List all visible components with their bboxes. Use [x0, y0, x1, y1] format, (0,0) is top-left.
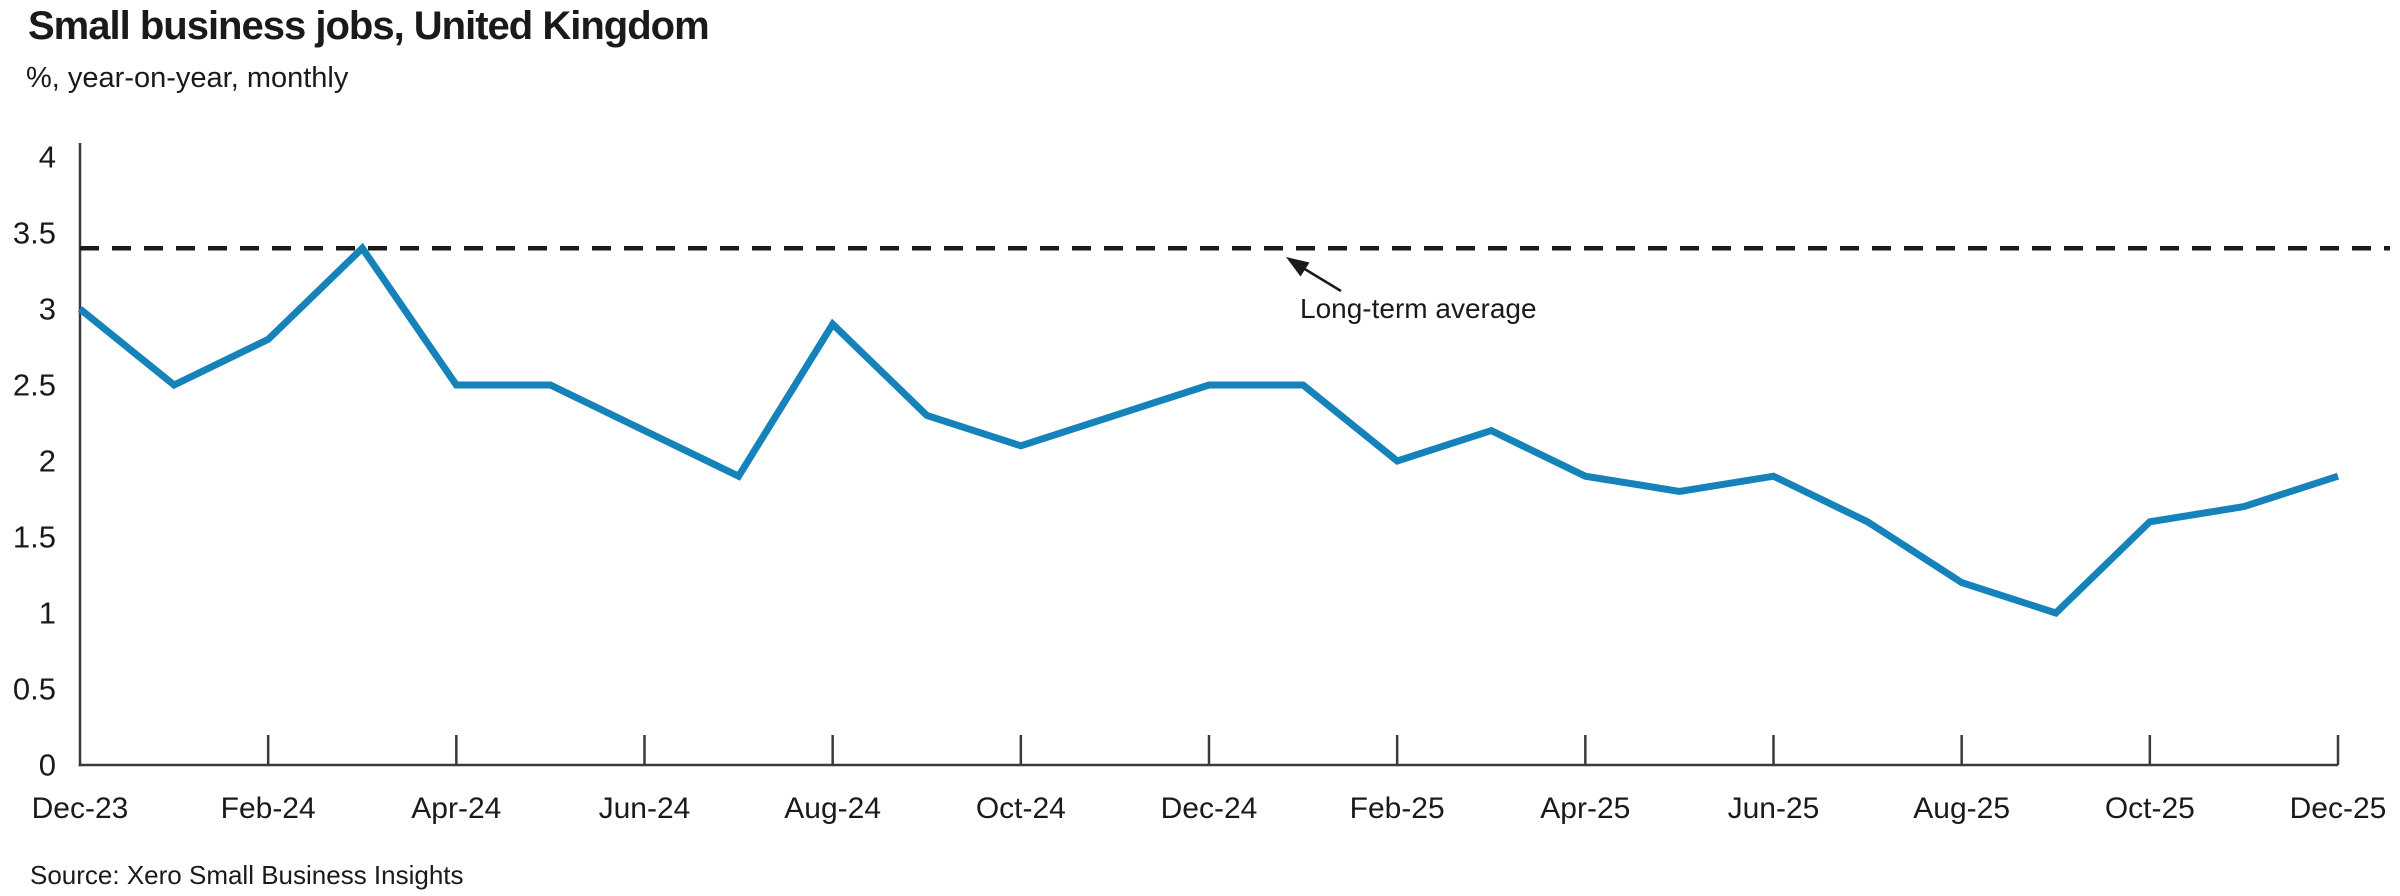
x-tick-label: Oct-25 — [2105, 792, 2195, 825]
x-tick-label: Dec-23 — [32, 792, 129, 825]
chart-subtitle: %, year-on-year, monthly — [26, 62, 349, 94]
y-tick-label: 1.5 — [13, 520, 56, 555]
x-tick-label: Dec-25 — [2290, 792, 2387, 825]
y-tick-label: 2.5 — [13, 368, 56, 403]
x-tick-label: Jun-25 — [1728, 792, 1820, 825]
annotation-arrowhead-icon — [1286, 257, 1310, 277]
x-tick-label: Feb-25 — [1350, 792, 1445, 825]
x-tick-label: Apr-24 — [411, 792, 501, 825]
y-tick-label: 0 — [39, 748, 56, 783]
annotation-arrow-line — [1302, 266, 1342, 293]
chart-title: Small business jobs, United Kingdom — [28, 4, 710, 48]
jobs-yoy-line — [77, 242, 2340, 617]
x-tick-label: Aug-25 — [1913, 792, 2010, 825]
x-tick-label: Apr-25 — [1540, 792, 1630, 825]
x-tick-label: Aug-24 — [784, 792, 881, 825]
y-tick-label: 0.5 — [13, 672, 56, 707]
y-tick-label: 2 — [39, 444, 56, 479]
y-tick-label: 1 — [39, 596, 56, 631]
long-term-average-label: Long-term average — [1300, 293, 1537, 324]
x-tick-label: Dec-24 — [1161, 792, 1258, 825]
x-tick-label: Feb-24 — [221, 792, 316, 825]
y-tick-label: 3.5 — [13, 216, 56, 251]
x-tick-label: Jun-24 — [599, 792, 691, 825]
y-tick-label: 3 — [39, 292, 56, 327]
x-tick-label: Oct-24 — [976, 792, 1066, 825]
y-tick-label: 4 — [39, 140, 56, 175]
source-note: Source: Xero Small Business Insights — [30, 860, 464, 890]
